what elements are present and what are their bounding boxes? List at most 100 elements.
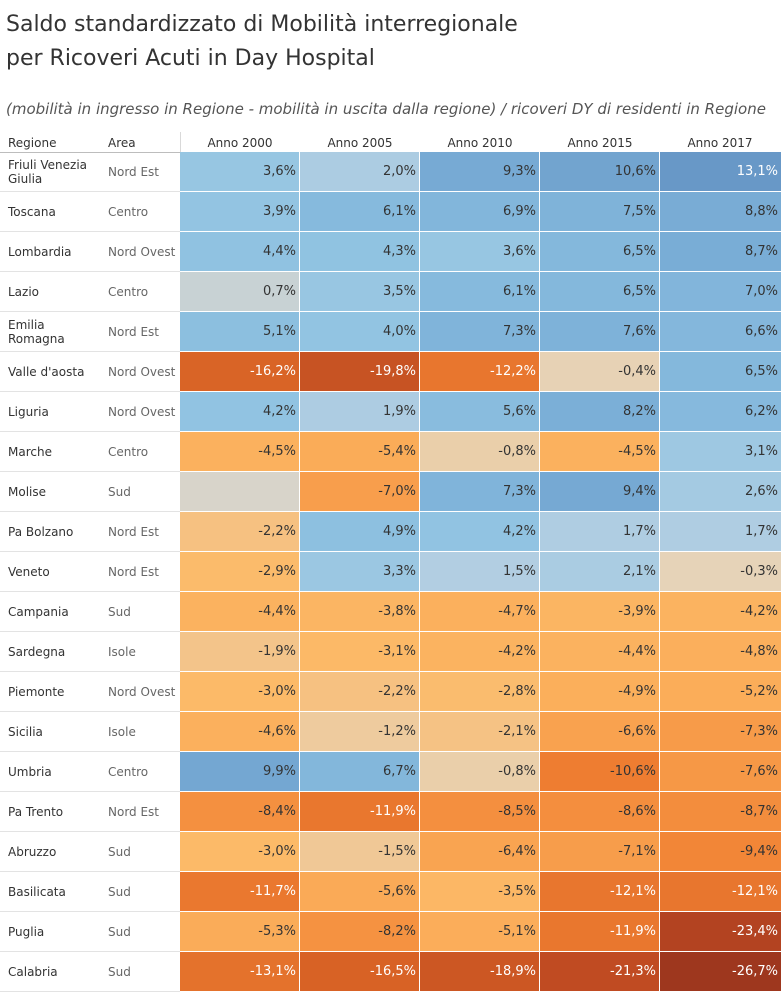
region-label: Emilia Romagna [8,318,65,346]
region-label: Veneto [8,565,50,579]
heatmap-cell: -4,5% [540,432,660,472]
region-label: Umbria [8,765,52,779]
table-row: Emilia Romagna Nord Est 5,1% 4,0% 7,3% 7,6% 6,… [0,312,782,352]
heatmap-cell: -11,7% [180,872,300,912]
area-label: Isole [108,645,136,659]
heatmap-cell: -3,1% [300,632,420,672]
heatmap-cell: -3,0% [180,832,300,872]
row-divider [0,551,180,552]
heatmap-cell: 4,3% [300,232,420,272]
area-label: Centro [108,445,149,459]
heatmap-cell: 4,2% [420,512,540,552]
column-header-regione: Regione [8,136,57,150]
heatmap-cell: -21,3% [540,952,660,992]
heatmap-cell: 7,3% [420,472,540,512]
heatmap-cell: -18,9% [420,952,540,992]
region-label: Marche [8,445,52,459]
area-label: Sud [108,845,131,859]
heatmap-cell: 6,5% [540,232,660,272]
table-row: Marche Centro -4,5% -5,4% -0,8% -4,5% 3,1% [0,432,782,472]
heatmap-cell: -12,2% [420,352,540,392]
row-divider [0,791,180,792]
area-label: Sud [108,485,131,499]
area-label: Nord Ovest [108,365,176,379]
heatmap-cell: 5,6% [420,392,540,432]
heatmap-cell: -4,7% [420,592,540,632]
area-label: Centro [108,285,149,299]
heatmap-cell: 7,0% [660,272,782,312]
heatmap-cell: -4,8% [660,632,782,672]
row-divider [0,191,180,192]
heatmap-cell: 3,9% [180,192,300,232]
table-row: Pa Bolzano Nord Est -2,2% 4,9% 4,2% 1,7% 1,7% [0,512,782,552]
heatmap-cell: -4,4% [540,632,660,672]
area-label: Nord Est [108,565,160,579]
heatmap-cell: 6,6% [660,312,782,352]
region-label: Campania [8,605,69,619]
heatmap-cell: 8,2% [540,392,660,432]
chart-subtitle: (mobilità in ingresso in Regione - mobil… [6,100,766,118]
heatmap-cell: 7,3% [420,312,540,352]
region-label: Lazio [8,285,40,299]
area-label: Nord Ovest [108,685,176,699]
row-divider [0,751,180,752]
column-header-year: Anno 2015 [567,136,633,150]
table-row: Liguria Nord Ovest 4,2% 1,9% 5,6% 8,2% 6,2% [0,392,782,432]
heatmap-cell: 6,2% [660,392,782,432]
row-divider [0,351,180,352]
heatmap-cell: 10,6% [540,152,660,192]
table-row: Pa Trento Nord Est -8,4% -11,9% -8,5% -8,6% -8… [0,792,782,832]
heatmap-cell: 3,6% [420,232,540,272]
heatmap-cell: -8,4% [180,792,300,832]
table-row: Umbria Centro 9,9% 6,7% -0,8% -10,6% -7,6% [0,752,782,792]
region-label: Toscana [8,205,56,219]
table-row: Lazio Centro 0,7% 3,5% 6,1% 6,5% 7,0% [0,272,782,312]
region-label: Lombardia [8,245,72,259]
heatmap-cell: -8,5% [420,792,540,832]
row-divider [0,671,180,672]
row-divider [0,271,180,272]
heatmap-cell: -5,3% [180,912,300,952]
heatmap-cell: -5,1% [420,912,540,952]
heatmap-cell: -8,6% [540,792,660,832]
heatmap-cell: 5,1% [180,312,300,352]
heatmap-cell: -0,3% [660,552,782,592]
chart-title-line2: per Ricoveri Acuti in Day Hospital [6,46,375,71]
row-divider [0,911,180,912]
heatmap-cell: 2,0% [300,152,420,192]
table-row: Abruzzo Sud -3,0% -1,5% -6,4% -7,1% -9,4% [0,832,782,872]
heatmap-cell: -7,0% [300,472,420,512]
heatmap-cell: -7,3% [660,712,782,752]
heatmap-cell: -16,5% [300,952,420,992]
region-label: Pa Trento [8,805,64,819]
heatmap-cell: -2,2% [180,512,300,552]
region-label: Basilicata [8,885,66,899]
heatmap-cell: 6,7% [300,752,420,792]
heatmap-cell: -3,5% [420,872,540,912]
row-divider [0,431,180,432]
area-label: Nord Ovest [108,405,176,419]
heatmap-cell: 4,0% [300,312,420,352]
heatmap-cell: -9,4% [660,832,782,872]
row-divider [0,391,180,392]
heatmap-cell: -3,9% [540,592,660,632]
column-header-year: Anno 2005 [327,136,393,150]
heatmap-cell: -7,1% [540,832,660,872]
heatmap-cell: 3,6% [180,152,300,192]
heatmap-cell: -4,9% [540,672,660,712]
heatmap-cell: -8,7% [660,792,782,832]
region-label: Molise [8,485,46,499]
area-label: Centro [108,205,149,219]
heatmap-cell: 9,9% [180,752,300,792]
heatmap-cell: -5,6% [300,872,420,912]
row-divider [0,591,180,592]
area-label: Sud [108,885,131,899]
region-label: Sicilia [8,725,43,739]
heatmap-cell: -0,4% [540,352,660,392]
column-header-area: Area [108,136,136,150]
heatmap-cell: -6,4% [420,832,540,872]
heatmap-cell: -4,6% [180,712,300,752]
heatmap-cell: -23,4% [660,912,782,952]
heatmap-cell: 6,1% [420,272,540,312]
column-header-year: Anno 2000 [207,136,273,150]
